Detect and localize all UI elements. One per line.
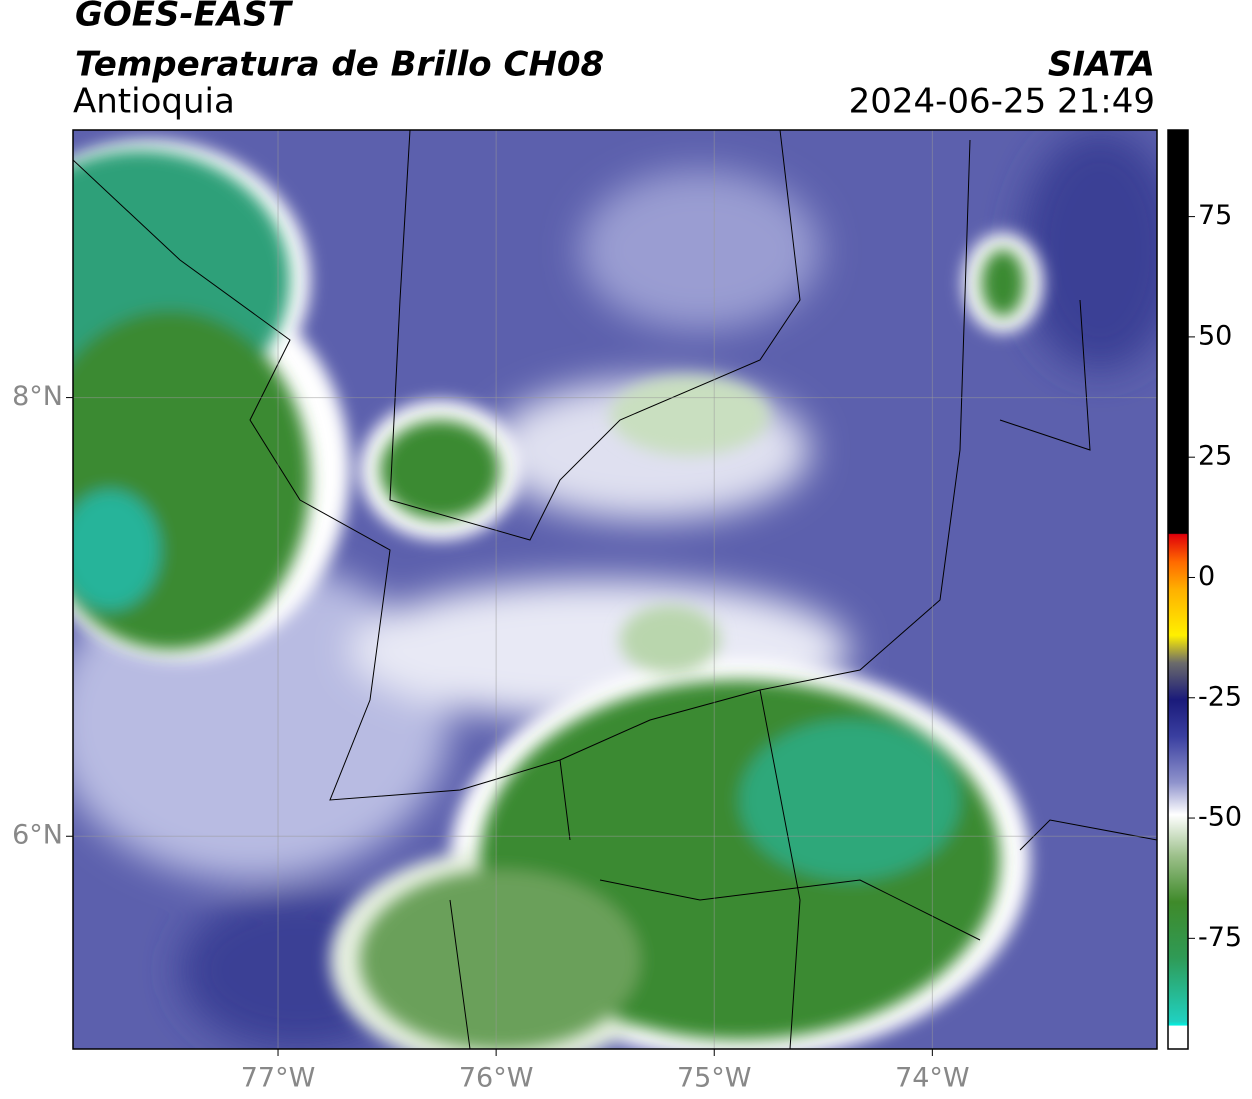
colorbar-tick-label: -25 <box>1198 681 1242 712</box>
colorbar-tick-label: -50 <box>1198 802 1242 833</box>
x-tick-label: 76°W <box>459 1063 534 1094</box>
colorbar-tick-label: -75 <box>1198 922 1242 953</box>
colorbar-tick-label: 25 <box>1198 441 1232 472</box>
product-title: Temperatura de Brillo CH08 <box>75 45 604 85</box>
timestamp: 2024-06-25 21:49 <box>849 82 1155 122</box>
y-tick-label: 8°N <box>12 381 63 412</box>
map-frame <box>72 129 1158 1050</box>
x-tick-label: 75°W <box>677 1063 752 1094</box>
x-tick-label: 74°W <box>895 1063 970 1094</box>
colorbar <box>1167 129 1189 1050</box>
y-tick-label: 6°N <box>12 820 63 851</box>
colorbar-tick-label: 0 <box>1198 561 1215 592</box>
satellite-image <box>73 130 1157 1049</box>
region: Antioquia <box>73 82 235 122</box>
colorbar-tick-label: 75 <box>1198 200 1232 231</box>
colorbar-tick-label: 50 <box>1198 320 1232 351</box>
x-tick-label: 77°W <box>241 1063 316 1094</box>
agency: SIATA <box>1048 45 1155 85</box>
satellite-title: GOES-EAST <box>75 0 294 35</box>
